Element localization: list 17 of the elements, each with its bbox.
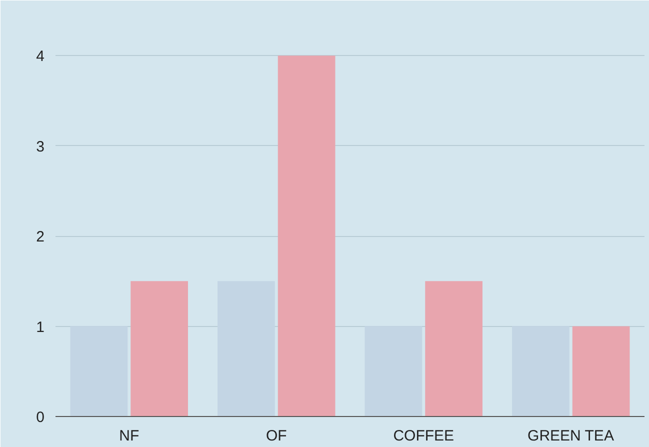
bar xyxy=(364,326,422,416)
y-tick-label: 1 xyxy=(36,318,44,336)
x-tick-label: COFFEE xyxy=(393,428,454,444)
x-tick-label: OF xyxy=(266,428,287,444)
bar xyxy=(425,281,482,416)
y-tick-label: 4 xyxy=(36,48,44,66)
bar xyxy=(218,281,275,416)
bar xyxy=(512,326,570,416)
y-tick-label: 2 xyxy=(36,228,44,246)
bar xyxy=(130,281,188,416)
bar xyxy=(70,326,128,416)
x-tick-label: GREEN TEA xyxy=(528,428,614,444)
bar xyxy=(278,56,336,416)
x-tick-label: NF xyxy=(119,428,140,444)
bar xyxy=(572,326,630,416)
y-tick-label: 0 xyxy=(36,409,44,426)
y-tick-label: 3 xyxy=(36,138,44,156)
